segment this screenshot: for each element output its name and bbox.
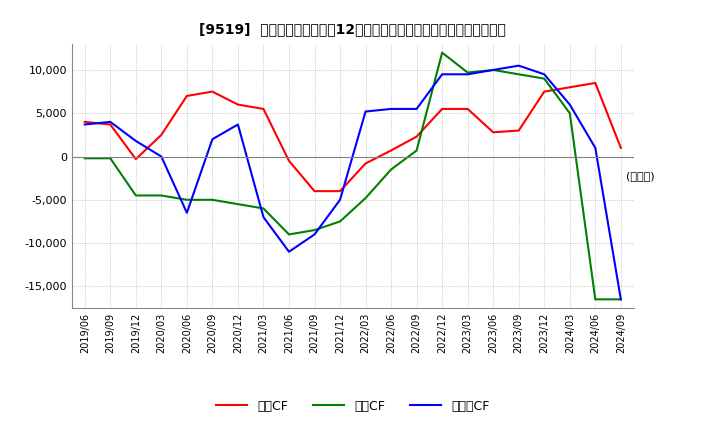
投資CF: [489, 67, 498, 73]
投資CF: [132, 193, 140, 198]
投資CF: [183, 197, 192, 202]
投資CF: [514, 72, 523, 77]
フリーCF: [489, 67, 498, 73]
投資CF: [81, 156, 89, 161]
フリーCF: [591, 145, 600, 150]
営業CF: [464, 106, 472, 112]
フリーCF: [106, 119, 114, 125]
投資CF: [616, 297, 625, 302]
投資CF: [106, 156, 114, 161]
投資CF: [208, 197, 217, 202]
営業CF: [489, 130, 498, 135]
営業CF: [514, 128, 523, 133]
投資CF: [361, 195, 370, 201]
フリーCF: [540, 72, 549, 77]
営業CF: [106, 122, 114, 127]
フリーCF: [259, 214, 268, 220]
Y-axis label: (百万円): (百万円): [626, 171, 655, 181]
投資CF: [336, 219, 344, 224]
営業CF: [132, 157, 140, 162]
フリーCF: [132, 138, 140, 143]
Line: 投資CF: 投資CF: [85, 53, 621, 299]
フリーCF: [233, 122, 242, 127]
投資CF: [540, 76, 549, 81]
営業CF: [438, 106, 446, 112]
営業CF: [157, 132, 166, 138]
営業CF: [387, 148, 395, 153]
フリーCF: [284, 249, 293, 254]
営業CF: [81, 119, 89, 125]
投資CF: [284, 232, 293, 237]
営業CF: [284, 158, 293, 164]
フリーCF: [157, 154, 166, 159]
フリーCF: [361, 109, 370, 114]
Line: フリーCF: フリーCF: [85, 66, 621, 299]
営業CF: [183, 93, 192, 99]
フリーCF: [413, 106, 421, 112]
フリーCF: [565, 102, 574, 107]
投資CF: [464, 70, 472, 75]
フリーCF: [336, 197, 344, 202]
投資CF: [413, 148, 421, 153]
フリーCF: [208, 136, 217, 142]
営業CF: [233, 102, 242, 107]
Legend: 営業CF, 投資CF, フリーCF: 営業CF, 投資CF, フリーCF: [210, 393, 496, 419]
営業CF: [540, 89, 549, 94]
Line: 営業CF: 営業CF: [85, 83, 621, 191]
投資CF: [259, 206, 268, 211]
フリーCF: [310, 232, 319, 237]
フリーCF: [81, 122, 89, 127]
投資CF: [387, 167, 395, 172]
営業CF: [361, 161, 370, 166]
投資CF: [438, 50, 446, 55]
フリーCF: [438, 72, 446, 77]
投資CF: [591, 297, 600, 302]
営業CF: [208, 89, 217, 94]
営業CF: [616, 145, 625, 150]
投資CF: [310, 227, 319, 233]
フリーCF: [183, 210, 192, 216]
営業CF: [565, 84, 574, 90]
営業CF: [310, 188, 319, 194]
営業CF: [413, 134, 421, 139]
投資CF: [233, 202, 242, 207]
フリーCF: [464, 72, 472, 77]
フリーCF: [514, 63, 523, 68]
フリーCF: [616, 297, 625, 302]
Title: [9519]  キャッシュフローの12か月移動合計の対前年同期増減額の推移: [9519] キャッシュフローの12か月移動合計の対前年同期増減額の推移: [199, 22, 506, 36]
投資CF: [565, 110, 574, 116]
営業CF: [336, 188, 344, 194]
営業CF: [259, 106, 268, 112]
投資CF: [157, 193, 166, 198]
フリーCF: [387, 106, 395, 112]
営業CF: [591, 81, 600, 86]
